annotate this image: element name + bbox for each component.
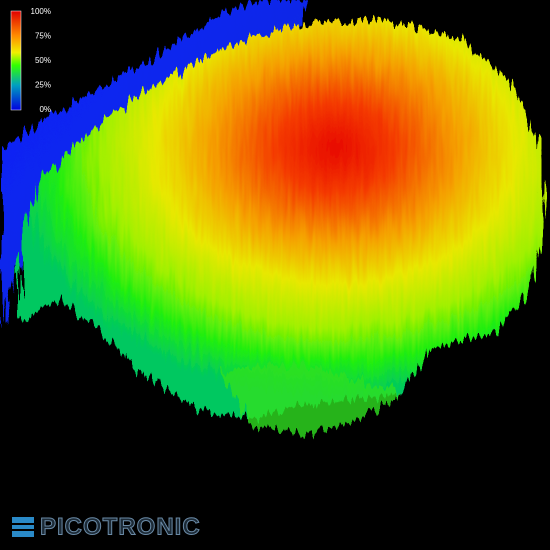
- legend-label: 0%: [39, 105, 51, 114]
- legend: 100% 75% 50% 25% 0%: [31, 7, 51, 114]
- legend-label: 75%: [35, 32, 51, 41]
- under-speckle: [220, 365, 400, 435]
- legend-label: 50%: [35, 56, 51, 65]
- legend-label: 25%: [35, 81, 51, 90]
- logo: PICOTRONIC: [12, 513, 201, 541]
- surface-base: [20, 20, 545, 420]
- surface: [0, 0, 545, 435]
- brand-name: PICOTRONIC: [40, 513, 201, 540]
- color-bar: [10, 10, 22, 111]
- logo-icon: [12, 517, 34, 537]
- legend-label: 100%: [31, 7, 51, 16]
